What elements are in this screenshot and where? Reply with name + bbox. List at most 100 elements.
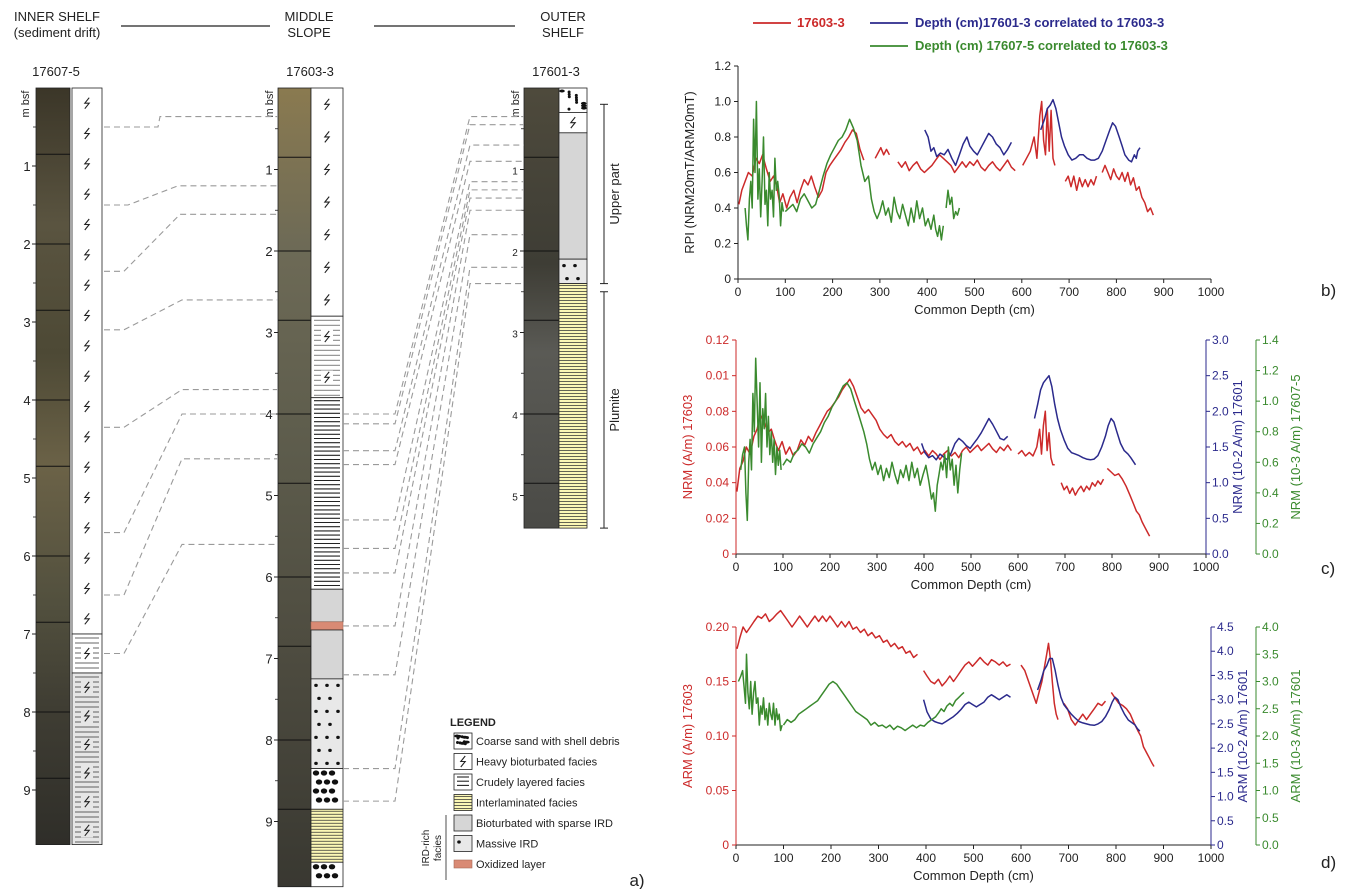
x-tick-label: 300	[870, 285, 890, 299]
depth-tick-label: 8	[265, 733, 272, 748]
ird-clast	[328, 748, 332, 752]
y-tick-label: 0.5	[1262, 811, 1279, 825]
y-tick-label: 0.6	[714, 166, 731, 180]
bioturbation-symbol	[569, 116, 577, 129]
series-line-17603-3	[1017, 410, 1055, 466]
bioturbation-symbol	[323, 330, 331, 343]
y-tick-label: 3.0	[1217, 693, 1234, 707]
series-line-17607-5	[782, 680, 965, 732]
ird-clast	[323, 873, 331, 879]
bioturbation-symbol	[83, 647, 91, 660]
x-tick-label: 700	[1058, 851, 1078, 865]
y-tick-label: 0.6	[1262, 455, 1279, 469]
bioturbation-symbol	[323, 371, 331, 384]
zone-subheading: (sediment drift)	[14, 25, 101, 40]
series-line-17603-3	[922, 656, 1011, 687]
facies-bioturbated-sparse-ird	[558, 132, 588, 260]
y-tick-label: 0.06	[706, 440, 730, 454]
bioturbation-symbol	[83, 127, 91, 140]
y-axis-label: ARM (10-3 A/m) 17601	[1288, 670, 1303, 803]
panel-b-rpi-chart: 0 100 200 300 400 500 600 700 800 900 1000 Common D…	[682, 15, 1336, 317]
correlation-tie-line	[343, 189, 524, 550]
ird-clast	[325, 683, 329, 687]
depth-tick-label: 8	[23, 705, 30, 720]
series-line-17607-5	[945, 189, 961, 220]
core-name: 17601-3	[532, 64, 580, 79]
series-line-17607-5	[784, 118, 945, 241]
correlation-tie-line	[343, 266, 524, 770]
y-tick-label: 0	[722, 838, 729, 852]
bioturbation-symbol	[83, 767, 91, 779]
legend-item-label: Bioturbated with sparse IRD	[476, 818, 613, 830]
bioturbation-symbol	[459, 755, 467, 768]
x-tick-label: 500	[963, 851, 983, 865]
x-tick-label: 100	[773, 851, 793, 865]
sand-grain	[456, 741, 459, 744]
y-tick-label: 0.4	[1262, 486, 1279, 500]
bioturbation-symbol	[83, 279, 91, 292]
core-photo	[277, 87, 312, 888]
series-line-17603-3	[1106, 467, 1151, 537]
bioturbation-symbol	[83, 400, 91, 413]
ird-clast	[315, 873, 323, 879]
sand-grain	[574, 93, 578, 97]
y-tick-label: 1.2	[714, 59, 731, 73]
bioturbation-symbol	[83, 339, 91, 352]
y-tick-label: 1.4	[1262, 333, 1279, 347]
x-tick-label: 100	[775, 285, 795, 299]
series-line-17607-5	[782, 382, 963, 512]
series-line-17601-3	[924, 129, 1013, 167]
y-tick-label: 1.0	[1217, 790, 1234, 804]
bioturbation-symbol	[83, 824, 91, 837]
y-tick-label: 0	[1217, 838, 1224, 852]
depth-tick-label: 5	[512, 493, 518, 504]
series-line-17603-3	[1064, 175, 1098, 192]
sand-grain	[580, 101, 587, 105]
ird-clast	[331, 779, 339, 785]
ird-clast	[573, 264, 577, 268]
y-tick-label: 0.5	[1217, 814, 1234, 828]
facies-massive-ird	[310, 678, 344, 769]
y-tick-label: 1.5	[1217, 765, 1234, 779]
ird-clast	[336, 709, 340, 713]
bioturbation-symbol	[83, 795, 91, 808]
facies-bioturbated-sparse-ird	[453, 814, 473, 832]
depth-tick-label: 4	[265, 407, 272, 422]
y-axis-label: NRM (10-2 A/m) 17601	[1230, 380, 1245, 514]
series-line-17603-3	[1020, 642, 1059, 720]
y-tick-label: 1.0	[1262, 394, 1279, 408]
depth-tick-label: 1	[512, 167, 518, 178]
ird-clast	[457, 840, 461, 844]
ird-clast	[336, 761, 340, 765]
y-tick-label: 1.0	[1212, 476, 1229, 490]
y-tick-label: 0.5	[1212, 511, 1229, 525]
depth-tick-label: 6	[23, 549, 30, 564]
y-tick-label: 0.4	[714, 201, 731, 215]
y-tick-label: 0.15	[706, 675, 730, 689]
correlation-tie-line	[104, 115, 278, 128]
panel-label: a)	[629, 871, 644, 889]
legend-item-label: Interlaminated facies	[476, 798, 578, 810]
panel-d-arm-chart: 0 100 200 300 400 500 600 700 800 900 1000 Common D…	[680, 609, 1336, 883]
correlation-tie-line	[104, 413, 278, 534]
ird-clast	[325, 761, 329, 765]
x-tick-label: 400	[917, 285, 937, 299]
ird-clast	[331, 797, 339, 803]
ird-clast	[325, 735, 329, 739]
series-line-17603-3	[1022, 100, 1056, 166]
bioturbation-symbol	[83, 681, 91, 694]
y-tick-label: 4.0	[1262, 620, 1279, 634]
correlation-tie-line	[104, 185, 278, 206]
x-tick-label: 700	[1055, 560, 1075, 574]
legend-entry: Depth (cm)17601-3 correlated to 17603-3	[915, 15, 1164, 30]
x-tick-label: 600	[1012, 285, 1032, 299]
core-photo	[523, 87, 560, 529]
y-tick-label: 0	[722, 547, 729, 561]
depth-tick-label: 1	[23, 159, 30, 174]
panel-label: d)	[1321, 853, 1336, 872]
facies-bioturbated-sparse-ird	[310, 588, 344, 623]
y-tick-label: 0.0	[1262, 547, 1279, 561]
sand-grain	[559, 89, 565, 93]
y-tick-label: 4.5	[1217, 620, 1234, 634]
series-line-17607-5	[744, 100, 785, 241]
